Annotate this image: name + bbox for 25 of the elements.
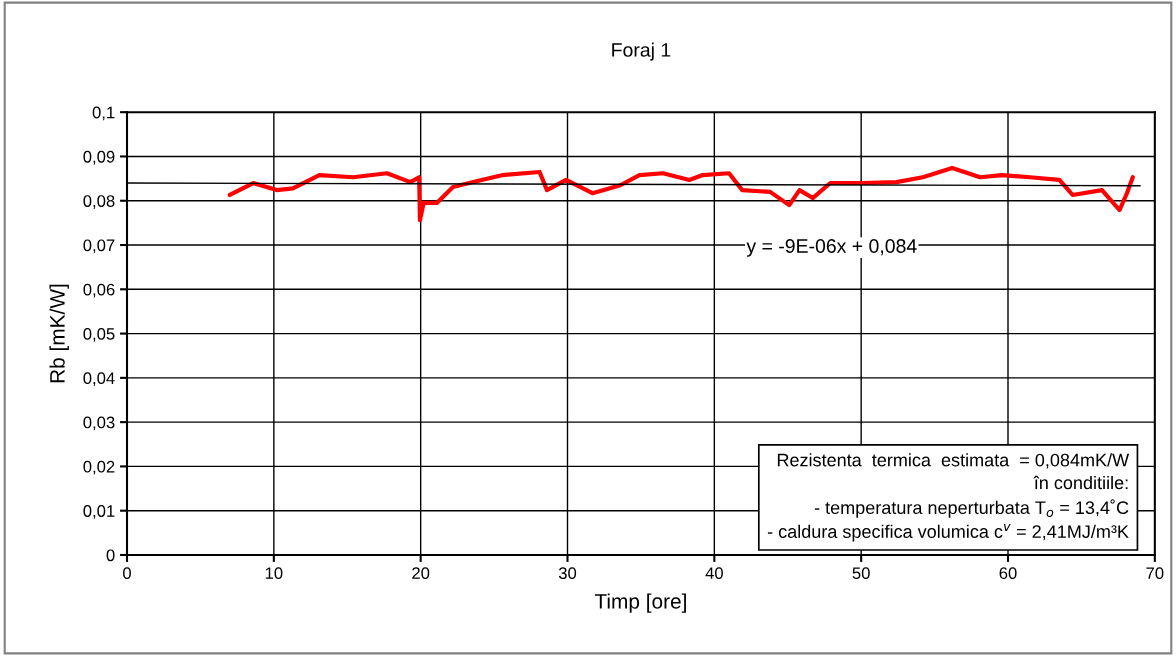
y-tick-label: 0,04 (83, 372, 115, 387)
x-tick-label: 20 (412, 567, 430, 580)
y-tick-label: 0,03 (83, 416, 115, 431)
y-tick-label: 0,1 (92, 106, 115, 121)
y-axis-title: Rb [mK/W] (49, 284, 69, 383)
x-tick-label: 10 (265, 567, 283, 580)
x-tick-label: 0 (123, 567, 131, 580)
chart-title: Foraj 1 (612, 42, 671, 61)
text: Rezistenta termica estimata = 0,084mK/W în conditiile: - temperatura neperturbata T$_{o}$ = 13,4˚C - caldura specifica volumica c$^{v}$ = 2,41MJ/m³K (767, 453, 1130, 542)
x-tick-label: 70 (1146, 567, 1164, 580)
y-tick-label: 0 (106, 549, 115, 562)
x-tick-label: 40 (705, 567, 723, 580)
x-tick-label: 50 (852, 567, 870, 580)
y-tick-label: 0,09 (83, 150, 115, 165)
x-axis-title: Timp [ore] (594, 593, 686, 613)
y-tick-label: 0,06 (83, 283, 115, 298)
line-series (227, 165, 1135, 223)
y-tick-label: 0,01 (83, 505, 115, 519)
y-tick-label: 0,07 (83, 239, 115, 254)
y-tick-label: 0,08 (83, 195, 115, 209)
y-tick-label: 0,05 (83, 327, 115, 342)
x-tick-label: 60 (999, 567, 1017, 580)
x-tick-label: 30 (558, 567, 577, 580)
annotation: y = -9E-06x + 0,084 (746, 239, 917, 257)
y-tick-label: 0,02 (83, 460, 115, 475)
